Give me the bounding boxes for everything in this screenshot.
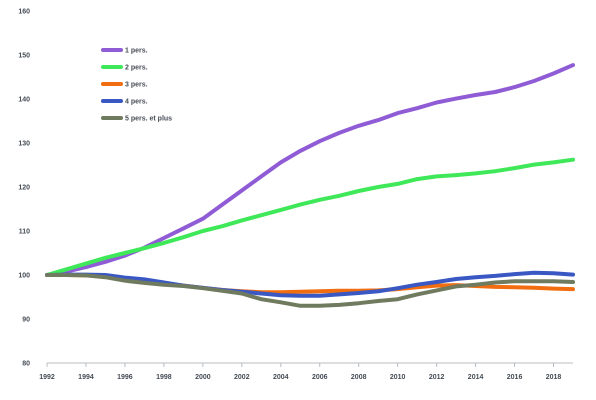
legend-label: 2 pers. xyxy=(125,65,148,72)
x-tick-label: 2002 xyxy=(234,374,250,381)
y-tick-label: 150 xyxy=(18,53,30,60)
y-axis-ticks: 80 90 100 110 120 130 140 150 160 xyxy=(18,9,30,368)
legend-label: 5 pers. et plus xyxy=(125,116,172,123)
legend: 1 pers. 2 pers. 3 pers. 4 pers. 5 pers. et p… xyxy=(101,48,172,123)
x-tick-label: 2012 xyxy=(429,374,445,381)
y-tick-label: 90 xyxy=(22,317,30,324)
legend-item: 5 pers. et plus xyxy=(101,116,172,123)
series-line-4 xyxy=(45,270,575,298)
legend-item: 4 pers. xyxy=(101,99,148,106)
x-tick-label: 2016 xyxy=(507,374,523,381)
series-line-2 xyxy=(45,157,575,277)
y-tick-label: 120 xyxy=(18,185,30,192)
legend-label: 4 pers. xyxy=(125,99,148,106)
y-tick-label: 140 xyxy=(18,97,30,104)
y-tick-label: 80 xyxy=(22,361,30,368)
x-tick-label: 2010 xyxy=(390,374,406,381)
y-tick-label: 110 xyxy=(19,229,30,236)
x-tick-label: 2014 xyxy=(468,374,484,381)
legend-item: 2 pers. xyxy=(101,65,148,72)
series-line-5 xyxy=(45,273,575,308)
legend-label: 1 pers. xyxy=(125,48,148,55)
x-tick-label: 2006 xyxy=(312,374,328,381)
x-tick-label: 2008 xyxy=(351,374,367,381)
y-tick-label: 160 xyxy=(18,9,30,16)
x-tick-label: 2004 xyxy=(273,374,289,381)
x-tick-label: 2000 xyxy=(195,374,211,381)
x-tick-label: 1994 xyxy=(78,374,94,381)
x-tick-label: 1998 xyxy=(156,374,172,381)
y-tick-label: 130 xyxy=(18,141,30,148)
x-axis-ticks: 1992 1994 1996 1998 2000 2002 2004 2006 2008 2010… xyxy=(39,363,561,381)
y-tick-label: 100 xyxy=(18,273,30,280)
x-tick-label: 1996 xyxy=(117,374,133,381)
series-lines xyxy=(45,63,575,308)
x-tick-label: 2018 xyxy=(546,374,562,381)
x-tick-label: 1992 xyxy=(39,374,55,381)
legend-label: 3 pers. xyxy=(125,82,148,89)
legend-item: 3 pers. xyxy=(101,82,148,89)
legend-item: 1 pers. xyxy=(101,48,148,55)
